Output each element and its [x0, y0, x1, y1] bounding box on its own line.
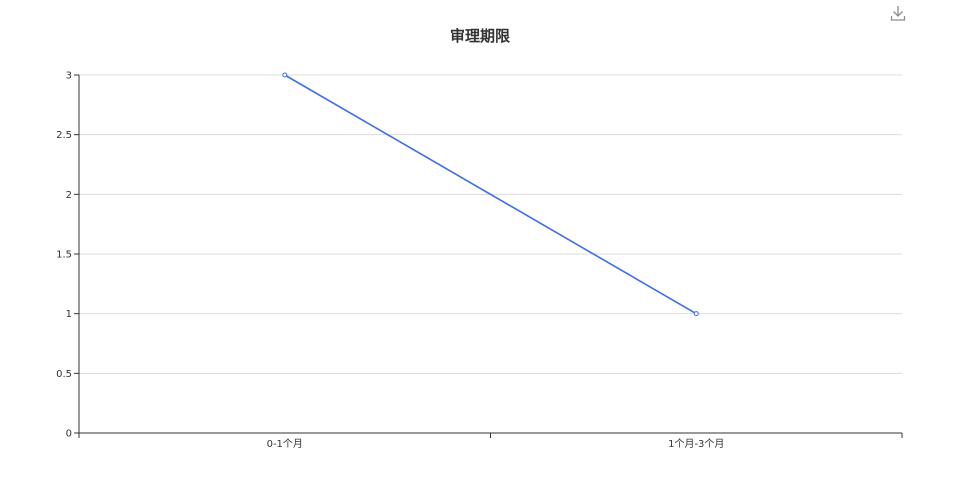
chart-title: 审理期限	[450, 27, 510, 45]
x-tick-label: 0-1个月	[267, 438, 303, 450]
y-tick-label: 2	[66, 190, 72, 201]
series-line	[284, 74, 697, 315]
y-tick-label: 3	[66, 71, 72, 82]
y-tick-label: 2.5	[56, 130, 72, 141]
y-tick-label: 0	[66, 429, 72, 440]
data-point	[282, 72, 288, 78]
data-point	[693, 311, 699, 317]
download-icon	[890, 6, 906, 21]
tick-labels: 0 0.5 1 1.5 2 2.5 3 0-1个月 1个月-3个月	[56, 71, 724, 451]
grid	[79, 74, 902, 374]
series	[282, 72, 699, 317]
y-tick-label: 0.5	[56, 369, 72, 380]
y-tick-label: 1.5	[56, 250, 72, 261]
axes	[74, 74, 903, 438]
y-tick-label: 1	[66, 309, 72, 320]
x-tick-label: 1个月-3个月	[668, 438, 724, 450]
download-button[interactable]	[889, 4, 907, 22]
